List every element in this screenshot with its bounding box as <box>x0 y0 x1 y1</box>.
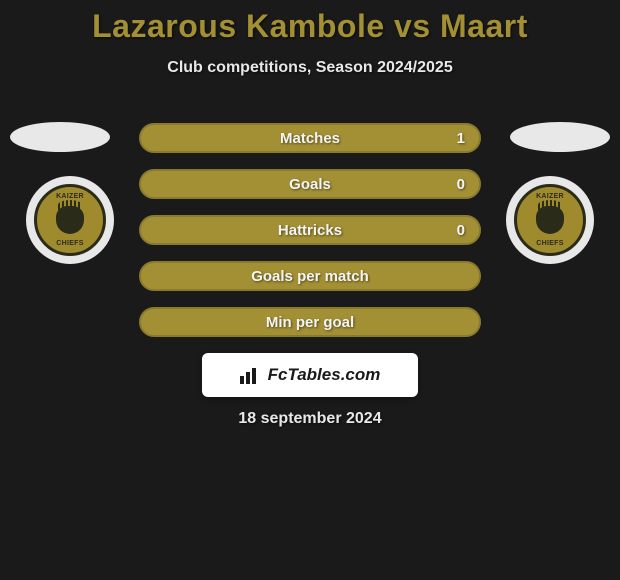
stat-row-mpg: Min per goal <box>139 307 481 337</box>
stat-value-right: 1 <box>457 130 465 147</box>
badge-name-top: KAIZER <box>536 193 564 200</box>
stat-label: Goals <box>289 176 331 193</box>
badge-head-icon <box>56 206 84 234</box>
stat-label: Min per goal <box>266 314 354 331</box>
watermark: FcTables.com <box>202 353 418 397</box>
club-badge-left: KAIZER CHIEFS <box>26 176 114 264</box>
stat-row-matches: Matches 1 <box>139 123 481 153</box>
watermark-text: FcTables.com <box>268 365 381 385</box>
player-photo-left <box>10 122 110 152</box>
stat-value-right: 0 <box>457 222 465 239</box>
badge-inner-right: KAIZER CHIEFS <box>514 184 586 256</box>
stat-row-gpm: Goals per match <box>139 261 481 291</box>
badge-name-top: KAIZER <box>56 193 84 200</box>
badge-inner-left: KAIZER CHIEFS <box>34 184 106 256</box>
club-badge-right: KAIZER CHIEFS <box>506 176 594 264</box>
stat-label: Goals per match <box>251 268 369 285</box>
badge-head-icon <box>536 206 564 234</box>
stat-value-right: 0 <box>457 176 465 193</box>
stat-label: Matches <box>280 130 340 147</box>
badge-name-bottom: CHIEFS <box>536 240 563 247</box>
date-line: 18 september 2024 <box>0 410 620 428</box>
stat-row-hattricks: Hattricks 0 <box>139 215 481 245</box>
stat-label: Hattricks <box>278 222 342 239</box>
subtitle: Club competitions, Season 2024/2025 <box>0 59 620 77</box>
bar-chart-icon <box>240 366 262 384</box>
badge-name-bottom: CHIEFS <box>56 240 83 247</box>
stat-rows: Matches 1 Goals 0 Hattricks 0 Goals per … <box>139 123 481 353</box>
stat-row-goals: Goals 0 <box>139 169 481 199</box>
player-photo-right <box>510 122 610 152</box>
page-title: Lazarous Kambole vs Maart <box>0 0 620 45</box>
